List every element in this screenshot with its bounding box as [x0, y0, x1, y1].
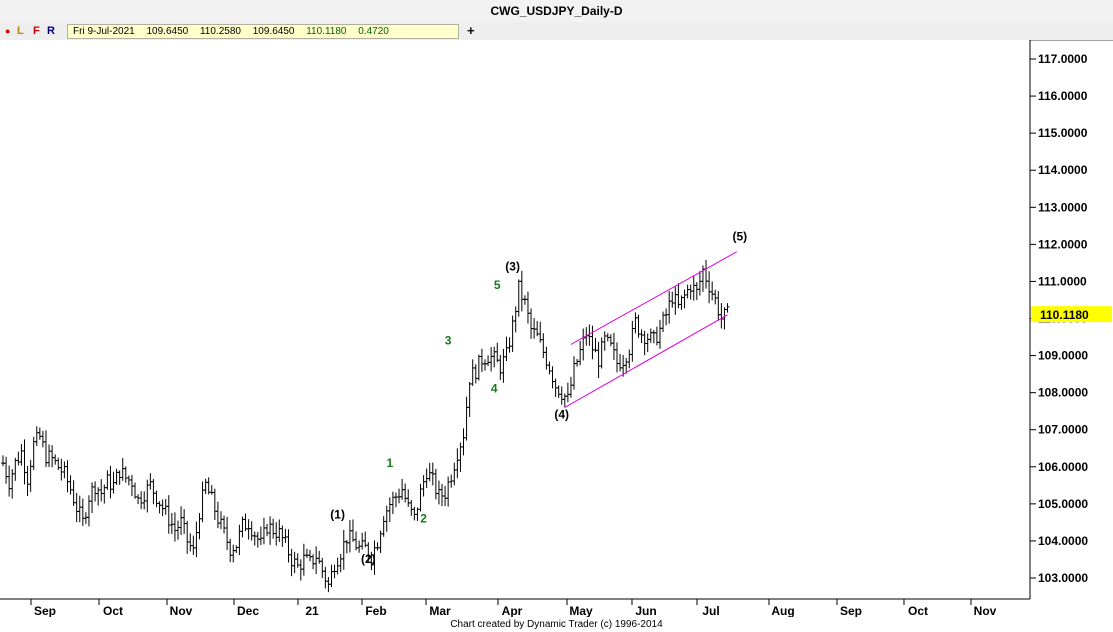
price-bars	[1, 260, 730, 593]
x-tick-label: Jun	[635, 604, 656, 617]
y-tick-label: 107.0000	[1038, 423, 1088, 437]
toolbar-letter-l[interactable]: L	[17, 25, 24, 37]
wave-label: (2)	[361, 552, 376, 566]
x-tick-label: Aug	[771, 604, 794, 617]
x-tick-label: Nov	[974, 604, 997, 617]
wave-label: (3)	[505, 259, 520, 273]
y-tick-label: 106.0000	[1038, 460, 1088, 474]
y-tick-label: 113.0000	[1038, 200, 1088, 214]
price-chart[interactable]: 103.0000 104.0000 105.0000 106.0000 107.0000…	[0, 40, 1113, 617]
x-tick-label: Mar	[429, 604, 451, 617]
last-price-label: 110.1180	[1040, 308, 1089, 322]
toolbar-letter-f[interactable]: F	[33, 25, 40, 37]
toolbar-letter-r[interactable]: R	[47, 25, 55, 37]
x-tick-label: May	[569, 604, 593, 617]
sub-wave-label: 1	[386, 456, 393, 470]
x-tick-label: Apr	[502, 604, 523, 617]
y-tick-label: 115.0000	[1038, 126, 1088, 140]
quote-date: Fri 9-Jul-2021	[73, 26, 135, 37]
y-tick-label: 105.0000	[1038, 497, 1088, 511]
quote-change: 0.4720	[358, 26, 389, 37]
status-dot-icon: ●	[5, 26, 11, 36]
channel-lines	[564, 251, 737, 408]
plot-area	[0, 40, 1030, 599]
x-tick-label: Sep	[840, 604, 862, 617]
y-tick-label: 114.0000	[1038, 163, 1088, 177]
y-tick-label: 117.0000	[1038, 52, 1088, 66]
sub-wave-label: 5	[494, 278, 501, 292]
wave-label: (5)	[732, 230, 747, 244]
ohlc-bar	[725, 303, 730, 313]
channel-line	[570, 251, 737, 345]
quote-toolbar: ● L F R Fri 9-Jul-2021 109.6450 110.2580…	[0, 22, 1113, 41]
x-tick-label: 21	[305, 604, 319, 617]
quote-close: 110.1180	[306, 26, 347, 37]
x-tick-label: Dec	[237, 604, 259, 617]
x-tick-label: Nov	[170, 604, 193, 617]
y-tick-label: 104.0000	[1038, 534, 1088, 548]
quote-low: 109.6450	[252, 26, 295, 37]
sub-wave-label: 2	[420, 511, 427, 525]
y-tick-label: 111.0000	[1038, 274, 1087, 288]
last-price-box	[1031, 306, 1112, 323]
x-tick-label: Feb	[365, 604, 386, 617]
time-axis: Sep Oct Nov Dec 21 Feb Mar Apr May Jun Jul Aug Sep Oc…	[30, 599, 997, 617]
wave-label: (4)	[554, 408, 569, 422]
x-tick-label: Jul	[702, 604, 719, 617]
add-icon[interactable]: +	[467, 23, 475, 38]
sub-wave-label: 3	[445, 333, 452, 347]
channel-line	[564, 314, 728, 408]
y-tick-label: 103.0000	[1038, 571, 1088, 585]
wave-labels: (1) (2) (3) (4) (5) 1 2 3 4 5	[330, 230, 747, 567]
x-tick-label: Oct	[103, 604, 123, 617]
quote-open: 109.6450	[146, 26, 189, 37]
window-title: CWG_USDJPY_Daily-D	[0, 0, 1113, 23]
sub-wave-label: 4	[491, 382, 498, 396]
last-price-marker: 110.1180	[1031, 306, 1112, 323]
chart-credit: Chart created by Dynamic Trader (c) 1996…	[450, 619, 663, 630]
x-tick-label: Sep	[34, 604, 56, 617]
quote-high: 110.2580	[199, 26, 241, 37]
wave-label: (1)	[330, 508, 345, 522]
x-tick-label: Oct	[908, 604, 928, 617]
quote-readout: Fri 9-Jul-2021 109.6450 110.2580 109.645…	[67, 24, 459, 39]
y-tick-label: 112.0000	[1038, 237, 1088, 251]
y-tick-label: 109.0000	[1038, 349, 1088, 363]
y-tick-label: 108.0000	[1038, 386, 1088, 400]
y-tick-label: 116.0000	[1038, 89, 1088, 103]
